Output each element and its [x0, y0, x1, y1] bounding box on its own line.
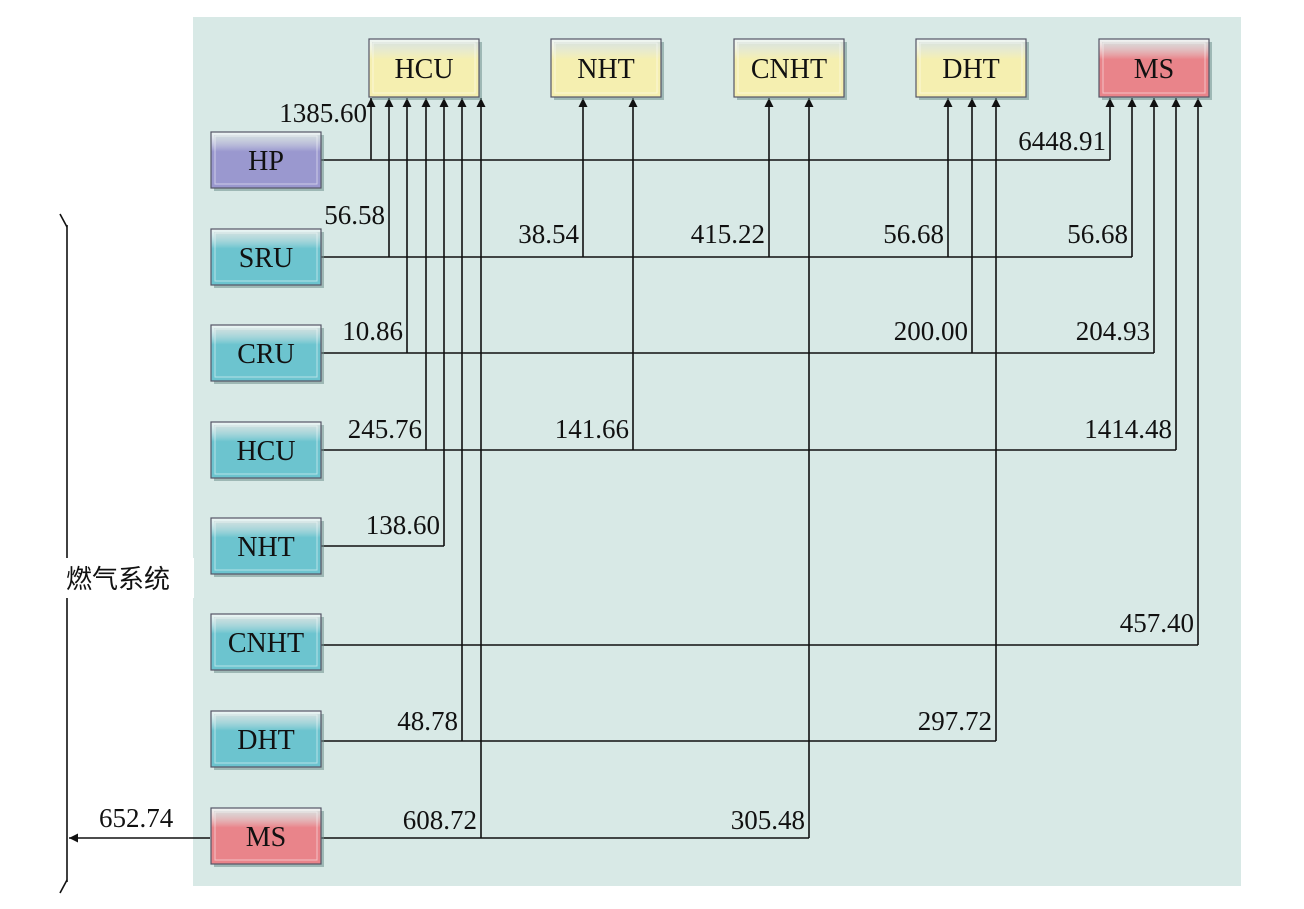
source-box-nht-src-label: NHT: [237, 532, 295, 563]
sink-box-cnht-label: CNHT: [751, 54, 827, 85]
source-box-cnht-src: CNHT: [210, 613, 324, 673]
source-box-hp-body: [210, 131, 322, 189]
sink-box-nht: NHT: [550, 38, 664, 100]
source-box-ms-src: MS: [210, 807, 324, 867]
source-box-cru-bevel: [214, 328, 318, 378]
flow-hcu-src-to-nht-value: 141.66: [555, 414, 629, 444]
source-box-hcu-src-bevel: [214, 425, 318, 475]
flow-hp-to-hcu-value: 1385.60: [279, 98, 367, 128]
flow-hcu-src-to-ms-value: 1414.48: [1084, 414, 1172, 444]
flow-cru-to-hcu-value: 10.86: [342, 316, 403, 346]
flow-cru-to-ms-value: 204.93: [1076, 316, 1150, 346]
flow-sru-to-ms-value: 56.68: [1067, 219, 1128, 249]
source-box-hp-bevel: [214, 135, 318, 185]
flow-sru-to-cnht-value: 415.22: [691, 219, 765, 249]
source-box-cnht-src-label: CNHT: [228, 628, 304, 659]
source-box-dht-src: DHT: [210, 710, 324, 770]
sink-box-ms: MS: [1098, 38, 1212, 100]
sink-box-dht: DHT: [915, 38, 1029, 100]
fuel-gas-bus-tick-top: [59, 213, 68, 228]
unit-boxes: HCU NHT CNHT DHT MS HP SRU CRU HCU NHT CNHT DHT MS: [210, 38, 1212, 867]
source-box-sru: SRU: [210, 228, 324, 288]
flow-cnht-src-to-ms-value: 457.40: [1120, 608, 1194, 638]
flow-value-labels: 1385.60 6448.91 56.58 38.54 415.22 56.68 56.68…: [279, 98, 1194, 835]
source-box-hcu-src-body: [210, 421, 322, 479]
flow-sru-to-nht-value: 38.54: [518, 219, 579, 249]
source-box-nht-src-body: [210, 517, 322, 575]
source-box-dht-src-body: [210, 710, 322, 768]
source-box-nht-src-bevel: [214, 521, 318, 571]
source-box-ms-src-bevel: [214, 811, 318, 861]
sink-box-dht-label: DHT: [942, 54, 1000, 85]
sink-box-nht-bevel: [554, 42, 658, 94]
fuel-gas-label-bg: [62, 558, 194, 598]
source-box-cnht-src-bevel: [214, 617, 318, 667]
source-box-ms-src-body: [210, 807, 322, 865]
fuel-gas-system: 燃气系统 652.74: [59, 213, 210, 894]
source-box-hcu-src: HCU: [210, 421, 324, 481]
source-box-hp: HP: [210, 131, 324, 191]
source-box-dht-src-bevel: [214, 714, 318, 764]
source-box-cru-label: CRU: [237, 339, 295, 370]
flow-nht-src-to-hcu-value: 138.60: [366, 510, 440, 540]
sink-box-hcu-label: HCU: [394, 54, 453, 85]
sink-box-nht-body: [550, 38, 662, 98]
source-box-hp-label: HP: [248, 146, 284, 177]
flow-dht-src-to-dht-value: 297.72: [918, 706, 992, 736]
sink-box-ms-label: MS: [1134, 54, 1174, 85]
source-box-sru-bevel: [214, 232, 318, 282]
fuel-gas-bus-tick-bottom: [59, 879, 68, 894]
sink-box-dht-bevel: [919, 42, 1023, 94]
flow-cru-to-dht-value: 200.00: [894, 316, 968, 346]
flow-sru-to-dht-value: 56.68: [883, 219, 944, 249]
flow-hcu-src-to-hcu-value: 245.76: [348, 414, 422, 444]
source-box-cru-body: [210, 324, 322, 382]
sink-box-cnht-bevel: [737, 42, 841, 94]
sink-box-dht-body: [915, 38, 1027, 98]
source-box-cru: CRU: [210, 324, 324, 384]
sink-box-nht-label: NHT: [577, 54, 635, 85]
flow-dht-src-to-hcu-value: 48.78: [397, 706, 458, 736]
source-box-nht-src: NHT: [210, 517, 324, 577]
sink-box-ms-bevel: [1102, 42, 1206, 94]
fuel-gas-label: 燃气系统: [66, 565, 170, 595]
sink-box-hcu-bevel: [372, 42, 476, 94]
sink-box-cnht-body: [733, 38, 845, 98]
sink-box-hcu-body: [368, 38, 480, 98]
flow-hp-to-ms-value: 6448.91: [1018, 126, 1106, 156]
source-box-dht-src-label: DHT: [237, 725, 295, 756]
source-box-sru-label: SRU: [239, 243, 293, 274]
sink-box-hcu: HCU: [368, 38, 482, 100]
source-box-ms-src-label: MS: [246, 822, 286, 853]
flow-lines: [321, 98, 1203, 839]
flow-ms-src-to-cnht-value: 305.48: [731, 805, 805, 835]
flow-ms-src-to-hcu-value: 608.72: [403, 805, 477, 835]
sink-box-ms-body: [1098, 38, 1210, 98]
sink-box-cnht: CNHT: [733, 38, 847, 100]
source-box-cnht-src-body: [210, 613, 322, 671]
flow-sru-to-hcu-value: 56.58: [324, 200, 385, 230]
source-box-hcu-src-label: HCU: [236, 436, 295, 467]
fuel-gas-value: 652.74: [99, 803, 174, 833]
source-box-sru-body: [210, 228, 322, 286]
